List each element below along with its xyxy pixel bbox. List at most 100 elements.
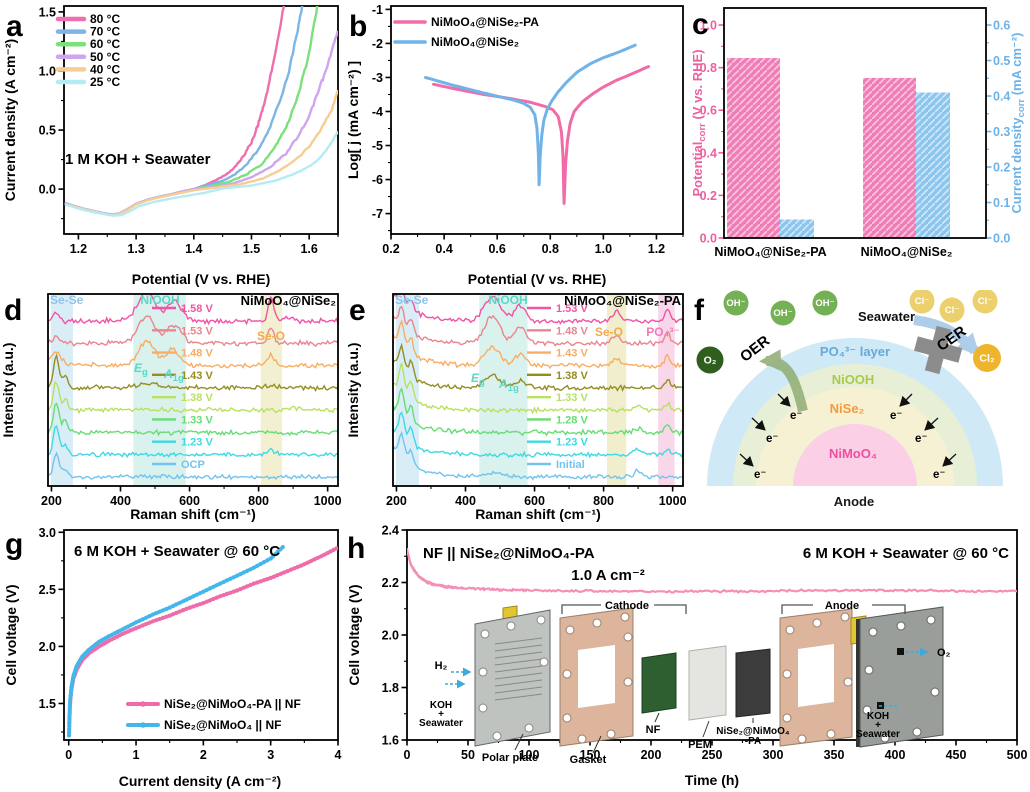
spectrum-label: 1.23 V [181,437,213,449]
marker-dot [234,588,240,593]
marker-dot [187,595,192,601]
marker-dot [147,614,152,619]
x-tick-label: 300 [763,748,784,762]
panel-e-xlabel: Raman shift (cm⁻¹) [475,506,601,522]
highlight-band [50,295,73,485]
electron-label: e⁻ [754,469,766,481]
axes-box [723,7,987,239]
left-tick-label: 0.0 [700,232,717,246]
panel-h-letter: h [347,532,365,565]
marker-dot [258,579,263,584]
panel-g: 0 1 2 3 4 1.5 2.0 2.5 3.0 NiSe₂@NiMoO₄-PA || NF Ni… [3,526,342,789]
panel-b-ylabel: Log[ j (mA cm⁻²) ] [345,61,361,179]
marker-dot [133,626,139,631]
marker-dot [67,717,72,722]
panel-e-title: NiMoO₄@NiSe₂-PA [564,293,681,308]
legend-label: NiMoO₄@NiSe₂-PA [431,15,539,29]
right-tick-label: 0.6 [993,19,1010,33]
panel-g-annotation: 6 M KOH + Seawater @ 60 °C [74,543,280,560]
marker-dot [288,567,293,572]
marker-dot [325,551,330,556]
x-tick-label: 1000 [659,494,687,508]
panel-b: 0.2 0.4 0.6 0.8 1.0 1.2 -7 -6 -5 -4 -3 -2 -1 NiMoO₄@N… [345,3,684,287]
flow-channels [494,637,543,701]
x-tick-label: 0.6 [488,242,505,256]
left-tick-label: 1.0 [700,19,717,33]
y-tick-label: 2.2 [382,576,399,590]
panel-g-ylabel: Cell voltage (V) [3,584,19,685]
panel-e: 200 400 600 800 1000 1.53 V 1.48 V 1.43 V 1.38 V… [345,293,687,522]
right-tick-label: 0.5 [993,54,1010,68]
band-label-niooh: NiOOH [488,293,527,307]
marker-dot [265,577,270,582]
marker-dot [280,545,285,550]
right-tick-label: 0.4 [993,90,1010,104]
marker-dot [187,605,192,610]
marker-dot [140,617,145,622]
polar-plate-label: Polar plate [482,752,538,764]
plus-label: + [438,709,444,720]
nf-label: NF [646,724,661,736]
marker-dot [201,589,206,594]
marker-dot [157,616,162,622]
anode-bracket [781,604,906,614]
d-spectrum-4 [48,381,338,415]
marker-dot [285,569,290,574]
plate-holes [478,615,549,741]
marker-dot [292,566,297,571]
axes-box [392,293,684,487]
x-tick-label: 150 [580,748,601,762]
marker-dot [171,612,176,617]
right-axis-label-rest: (mA cm⁻²) [1009,33,1024,99]
nimoo4-core-shape [793,424,917,486]
cl-ion [972,290,998,314]
marker-dot [160,608,166,613]
panel-b-plot: 0.2 0.4 0.6 0.8 1.0 1.2 -7 -6 -5 -4 -3 -2 -1 NiMoO₄@N… [372,3,684,256]
marker-dot [245,584,250,589]
x-tick-label: 0.4 [435,242,452,256]
panel-c-letter: c [692,8,709,41]
oh-ion-label: OH⁻ [773,308,792,319]
oer-arrow [759,349,808,413]
pointer-line [702,720,710,738]
d-spectrum-2 [48,339,338,369]
band-label-se-se: Se-Se [395,293,429,307]
bar-potential-0 [727,58,780,238]
axes-box [47,293,339,487]
o2-molecule [696,346,724,374]
y-tick-label: 2.0 [382,629,399,643]
d-spectra-group [48,294,338,481]
catalyst-label-2: -PA [745,736,761,747]
spectrum-label: 1.53 V [556,303,588,315]
panel-c-left-axis-label: Potentialcorr (V vs. RHE) [690,49,708,196]
anode-polar-plate [859,606,944,748]
marker-dot [255,563,260,568]
marker-dot [67,713,72,718]
marker-dot [67,702,72,707]
marker-dot [261,560,266,565]
legend-marker [140,722,146,728]
electron-label: e⁻ [766,433,778,445]
marker-dot [150,619,155,624]
eg-sub: g [142,367,148,378]
marker-dot [298,563,304,568]
marker-dot [181,608,186,613]
panel-a: 1.2 1.3 1.4 1.5 1.6 0.0 0.5 1.0 1.5 80 °C70 °C60 … [2,5,339,287]
y-tick-label: -4 [372,105,383,119]
marker-dot [271,574,277,579]
marker-dot [197,591,203,596]
e-spectrum-6 [393,411,683,459]
left-axis-label-main: Potential [690,142,705,197]
marker-dot [67,710,72,715]
right-tick-label: 0.0 [993,232,1010,246]
band-label-po4: PO₄³⁻ [646,325,679,339]
y-tick-label: 1.8 [382,681,399,695]
x-tick-label: 2 [200,748,207,762]
marker-dot [238,572,243,577]
bar-current-0 [780,219,814,238]
marker-dot [150,612,155,617]
group-label: NiMoO₄@NiSe₂ [861,245,953,259]
blocked-cross-icon [913,325,963,375]
electron-arrow [924,417,939,431]
anode-label: Anode [825,600,859,612]
